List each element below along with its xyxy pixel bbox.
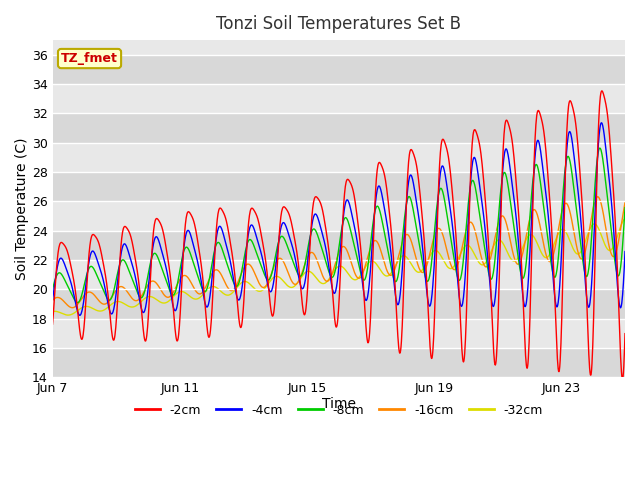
- Bar: [52, 55, 625, 84]
- X-axis label: Time: Time: [322, 396, 356, 411]
- Bar: [52, 172, 625, 202]
- Bar: [52, 348, 625, 377]
- Legend: -2cm, -4cm, -8cm, -16cm, -32cm: -2cm, -4cm, -8cm, -16cm, -32cm: [129, 399, 548, 422]
- Y-axis label: Soil Temperature (C): Soil Temperature (C): [15, 137, 29, 280]
- Text: TZ_fmet: TZ_fmet: [61, 52, 118, 65]
- Bar: [52, 231, 625, 260]
- Bar: [52, 289, 625, 319]
- Bar: [52, 113, 625, 143]
- Title: Tonzi Soil Temperatures Set B: Tonzi Soil Temperatures Set B: [216, 15, 461, 33]
